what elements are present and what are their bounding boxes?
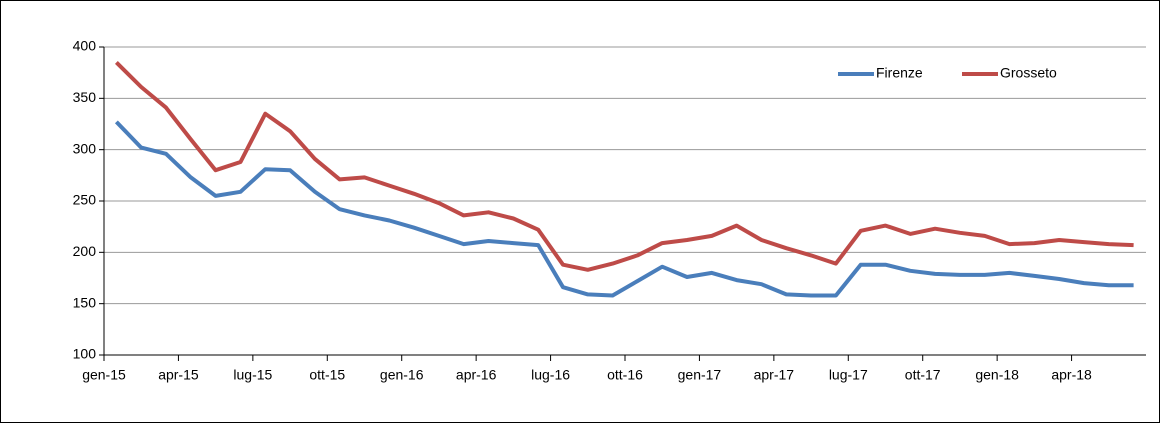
x-tick-label: lug-15 — [233, 367, 272, 383]
x-tick-label: ott-15 — [309, 367, 345, 383]
y-tick-label: 100 — [73, 346, 97, 362]
line-series — [114, 60, 1134, 272]
legend-label: Firenze — [876, 65, 923, 81]
x-tick-label: apr-18 — [1051, 367, 1092, 383]
x-tick-label: gen-18 — [975, 367, 1019, 383]
x-tick-label: apr-17 — [754, 367, 795, 383]
y-tick-label: 350 — [73, 89, 97, 105]
y-tick-label: 150 — [73, 294, 97, 310]
y-tick-label: 200 — [73, 243, 97, 259]
x-tick-label: apr-15 — [158, 367, 199, 383]
x-tick-label: gen-15 — [82, 367, 126, 383]
legend-label: Grosseto — [1000, 65, 1057, 81]
x-tick-label: gen-17 — [678, 367, 722, 383]
x-tick-label: gen-16 — [380, 367, 424, 383]
line-series — [114, 120, 1134, 298]
x-tick-label: lug-17 — [829, 367, 868, 383]
y-tick-label: 300 — [73, 140, 97, 156]
x-tick-label: apr-16 — [456, 367, 497, 383]
x-tick-label: lug-16 — [531, 367, 570, 383]
x-tick-label: ott-16 — [607, 367, 643, 383]
x-tick-label: ott-17 — [905, 367, 941, 383]
y-tick-label: 400 — [73, 38, 97, 54]
y-tick-label: 250 — [73, 192, 97, 208]
